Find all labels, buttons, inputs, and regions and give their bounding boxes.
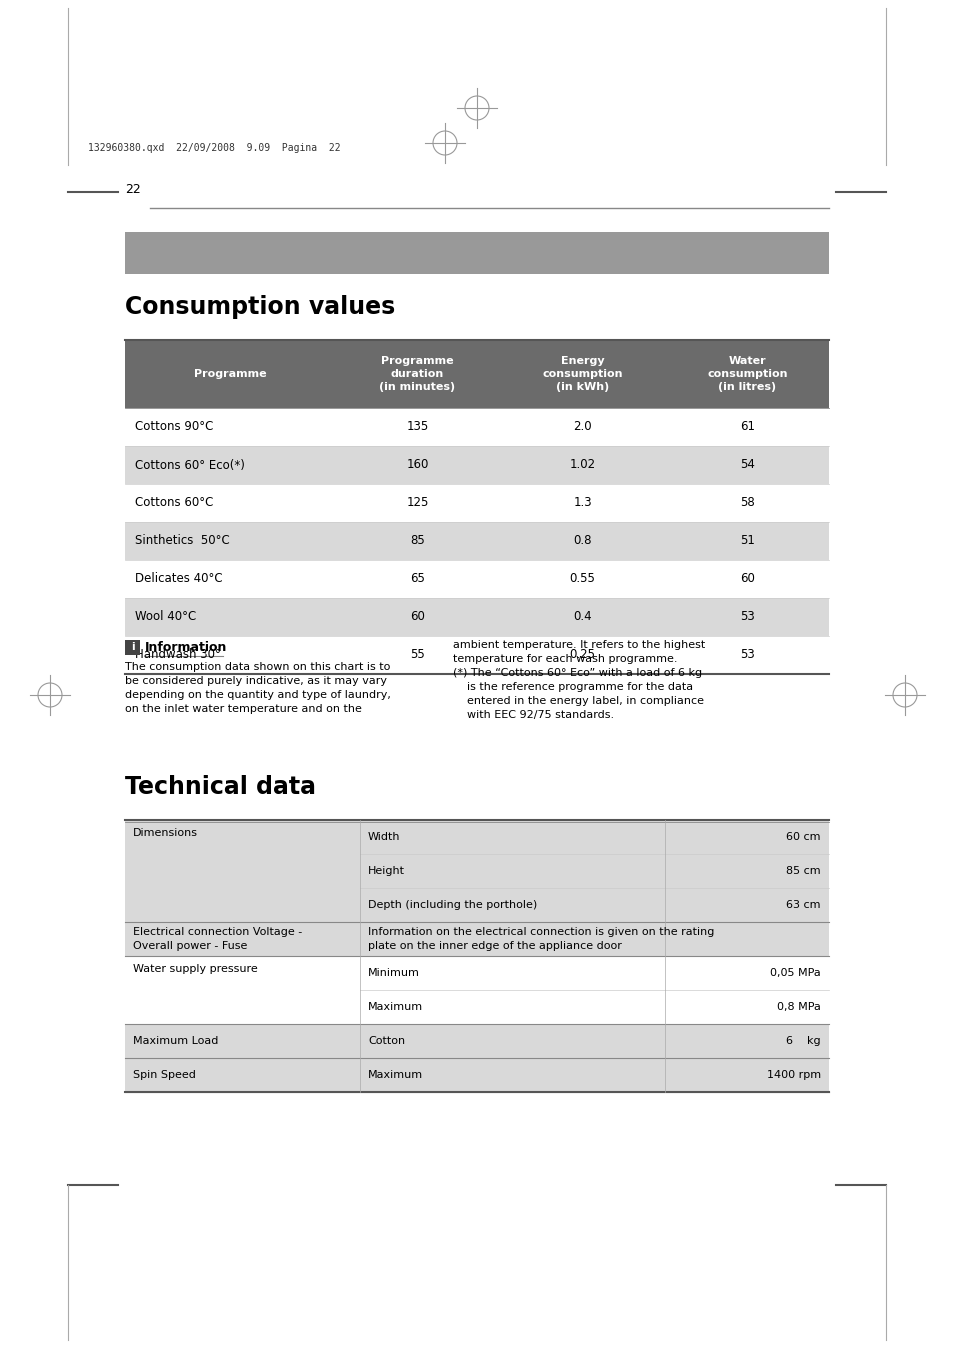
Text: 2.0: 2.0 — [573, 420, 591, 433]
Bar — [125, 232, 828, 274]
Text: The consumption data shown on this chart is to
be considered purely indicative, : The consumption data shown on this chart… — [125, 662, 391, 714]
Text: 1.3: 1.3 — [573, 497, 591, 509]
Text: 85: 85 — [410, 535, 424, 548]
Text: Cotton: Cotton — [368, 1035, 405, 1046]
Text: Maximum: Maximum — [368, 1002, 423, 1012]
Bar — [125, 408, 828, 446]
Bar — [125, 1025, 828, 1058]
Text: 65: 65 — [410, 572, 424, 586]
Text: 22: 22 — [125, 184, 141, 196]
Text: 125: 125 — [406, 497, 428, 509]
Bar — [125, 560, 828, 598]
Text: Consumption values: Consumption values — [125, 296, 395, 319]
Text: 0.8: 0.8 — [573, 535, 591, 548]
Text: Information: Information — [145, 641, 227, 653]
Bar — [125, 340, 828, 408]
Bar — [125, 640, 140, 655]
Text: Delicates 40°C: Delicates 40°C — [135, 572, 222, 586]
Text: Dimensions: Dimensions — [132, 828, 198, 838]
Text: 0,8 MPa: 0,8 MPa — [777, 1002, 821, 1012]
Text: 53: 53 — [740, 610, 754, 624]
Text: Information on the electrical connection is given on the rating
plate on the inn: Information on the electrical connection… — [368, 927, 714, 950]
Text: Technical data: Technical data — [125, 775, 315, 799]
Text: 0.25: 0.25 — [569, 648, 595, 662]
Text: Minimum: Minimum — [368, 968, 419, 977]
Bar — [125, 522, 828, 560]
Text: 0.55: 0.55 — [569, 572, 595, 586]
Text: Maximum: Maximum — [368, 1071, 423, 1080]
Text: ambient temperature. It refers to the highest
temperature for each wash programm: ambient temperature. It refers to the hi… — [453, 640, 704, 720]
Text: 60: 60 — [740, 572, 754, 586]
Text: Energy
consumption
(in kWh): Energy consumption (in kWh) — [541, 356, 622, 393]
Text: 61: 61 — [740, 420, 754, 433]
Text: 58: 58 — [740, 497, 754, 509]
Bar — [125, 636, 828, 674]
Text: 135: 135 — [406, 420, 428, 433]
Bar — [125, 1058, 828, 1092]
Text: Cottons 60°C: Cottons 60°C — [135, 497, 213, 509]
Text: 1.02: 1.02 — [569, 459, 595, 471]
Text: Programme
duration
(in minutes): Programme duration (in minutes) — [379, 356, 456, 393]
Text: 54: 54 — [740, 459, 754, 471]
Text: Wool 40°C: Wool 40°C — [135, 610, 196, 624]
Text: 63 cm: 63 cm — [785, 900, 821, 910]
Text: Height: Height — [368, 865, 405, 876]
Text: 6    kg: 6 kg — [785, 1035, 821, 1046]
Text: Sinthetics  50°C: Sinthetics 50°C — [135, 535, 230, 548]
Text: 0.4: 0.4 — [573, 610, 591, 624]
Text: Cottons 60° Eco(*): Cottons 60° Eco(*) — [135, 459, 245, 471]
Text: 51: 51 — [740, 535, 754, 548]
Text: Water
consumption
(in litres): Water consumption (in litres) — [706, 356, 787, 393]
Text: 55: 55 — [410, 648, 424, 662]
Bar — [125, 819, 828, 922]
Text: Electrical connection Voltage -
Overall power - Fuse: Electrical connection Voltage - Overall … — [132, 927, 302, 950]
Text: 60 cm: 60 cm — [785, 832, 821, 842]
Bar — [125, 485, 828, 522]
Bar — [125, 922, 828, 956]
Bar — [125, 598, 828, 636]
Text: 85 cm: 85 cm — [785, 865, 821, 876]
Text: Spin Speed: Spin Speed — [132, 1071, 195, 1080]
Text: Maximum Load: Maximum Load — [132, 1035, 218, 1046]
Text: 0,05 MPa: 0,05 MPa — [769, 968, 821, 977]
Text: Width: Width — [368, 832, 400, 842]
Bar — [125, 446, 828, 485]
Text: 1400 rpm: 1400 rpm — [766, 1071, 821, 1080]
Text: Programme: Programme — [193, 369, 266, 379]
Text: 132960380.qxd  22/09/2008  9.09  Pagina  22: 132960380.qxd 22/09/2008 9.09 Pagina 22 — [88, 143, 340, 153]
Text: 53: 53 — [740, 648, 754, 662]
Bar — [125, 956, 828, 1025]
Text: Depth (including the porthole): Depth (including the porthole) — [368, 900, 537, 910]
Text: 60: 60 — [410, 610, 424, 624]
Text: Water supply pressure: Water supply pressure — [132, 964, 257, 973]
Text: 160: 160 — [406, 459, 428, 471]
Text: i: i — [131, 643, 134, 652]
Text: Cottons 90°C: Cottons 90°C — [135, 420, 213, 433]
Text: Handwash 30°: Handwash 30° — [135, 648, 221, 662]
